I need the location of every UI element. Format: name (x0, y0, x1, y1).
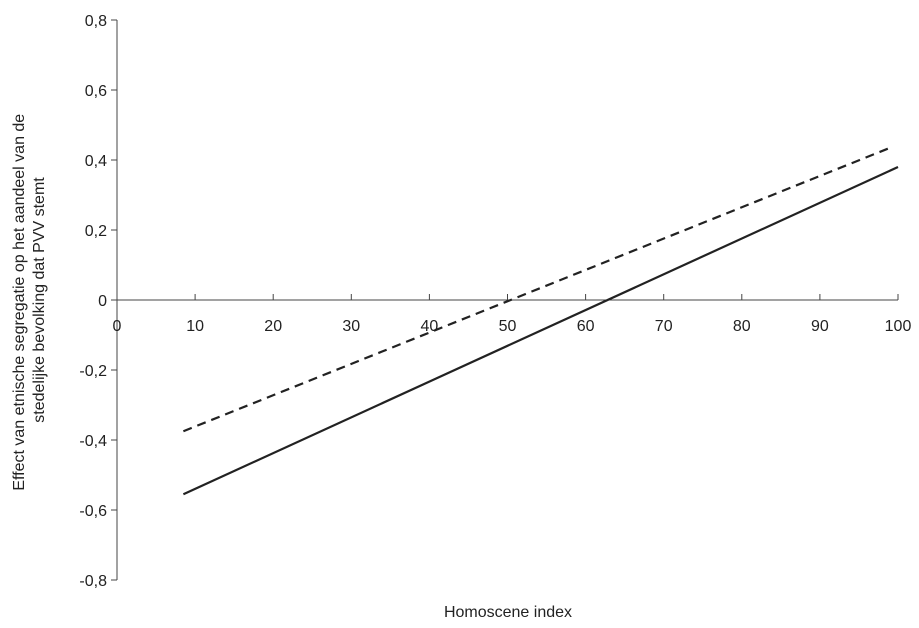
x-tick-label: 100 (885, 318, 912, 335)
y-tick-label: 0,8 (85, 13, 107, 30)
y-tick-label: -0,8 (79, 573, 107, 590)
x-tick-label: 90 (811, 318, 829, 335)
series-line-dashed (182, 146, 891, 433)
y-tick-label: 0,2 (85, 223, 107, 240)
x-tick-label: 70 (655, 318, 673, 335)
y-axis-title: Effect van etnische segregatie op het aa… (11, 109, 48, 490)
y-tick-label: -0,4 (79, 433, 107, 450)
x-tick-label: 40 (421, 318, 439, 335)
x-tick-label: 0 (113, 318, 122, 335)
x-tick-label: 60 (577, 318, 595, 335)
series-line-solid (182, 165, 899, 496)
tick-labels: 0,8 0,6 0,4 0,2 0 -0,2 -0,4 -0,6 -0,8 0 10 20 30 40 50… (79, 13, 911, 590)
axes (111, 19, 899, 581)
y-axis-title-line-2: stedelijke bevolking dat PVV stemt (31, 177, 48, 423)
x-tick-label: 30 (342, 318, 360, 335)
y-tick-label: 0,4 (85, 153, 107, 170)
y-tick-label: 0,6 (85, 83, 107, 100)
y-tick-label: -0,2 (79, 363, 107, 380)
x-tick-label: 20 (264, 318, 282, 335)
series-group (182, 146, 899, 496)
y-tick-label: 0 (98, 293, 107, 310)
y-axis-title-line-1: Effect van etnische segregatie op het aa… (11, 114, 28, 491)
y-tick-label: -0,6 (79, 503, 107, 520)
x-tick-label: 80 (733, 318, 751, 335)
x-tick-label: 10 (186, 318, 204, 335)
x-tick-label: 50 (499, 318, 517, 335)
x-axis-title: Homoscene index (444, 604, 572, 621)
